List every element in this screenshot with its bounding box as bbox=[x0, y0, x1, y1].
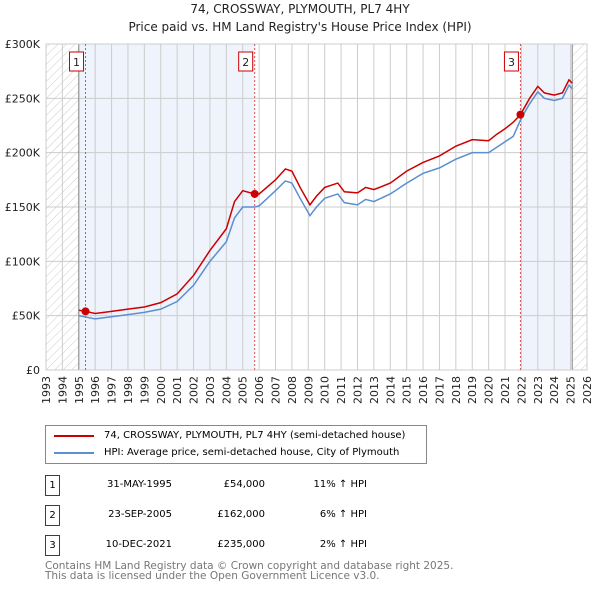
footer-licence: This data is licensed under the Open Gov… bbox=[45, 570, 380, 582]
x-tick-label: 1993 bbox=[40, 376, 53, 404]
sale-hpi-delta: 2% ↑ HPI bbox=[319, 539, 367, 550]
y-tick-label: £0 bbox=[26, 364, 40, 377]
x-tick-label: 2005 bbox=[237, 376, 250, 404]
x-tick-label: 2006 bbox=[253, 376, 266, 404]
x-tick-label: 2012 bbox=[351, 376, 364, 404]
sale-label-box bbox=[69, 51, 85, 72]
hpi-line bbox=[78, 84, 573, 320]
x-tick-label: 1996 bbox=[89, 376, 102, 404]
x-tick-label: 2004 bbox=[220, 376, 233, 404]
x-tick-label: 2017 bbox=[433, 376, 446, 404]
sale-number-badge: 2 bbox=[45, 505, 60, 526]
y-tick-label: £250K bbox=[5, 92, 41, 105]
x-tick-label: 2014 bbox=[384, 376, 397, 404]
x-tick-label: 2011 bbox=[335, 376, 348, 404]
legend: 74, CROSSWAY, PLYMOUTH, PL7 4HY (semi-de… bbox=[45, 425, 427, 464]
x-tick-label: 2023 bbox=[532, 376, 545, 404]
x-tick-label: 2010 bbox=[319, 376, 332, 404]
x-tick-label: 1997 bbox=[106, 376, 119, 404]
legend-swatch-hpi bbox=[54, 451, 94, 454]
chart-subtitle: Price paid vs. HM Land Registry's House … bbox=[128, 20, 472, 34]
x-tick-label: 2026 bbox=[581, 376, 594, 404]
x-tick-label: 2019 bbox=[466, 376, 479, 404]
sale-row: 3 10-DEC-2021 £235,000 2% ↑ HPI bbox=[45, 535, 425, 556]
sale-price: £235,000 bbox=[217, 539, 265, 550]
x-tick-label: 2003 bbox=[204, 376, 217, 404]
x-tick-label: 1999 bbox=[138, 376, 151, 404]
y-tick-label: £100K bbox=[5, 255, 41, 268]
y-tick-label: £200K bbox=[5, 147, 41, 160]
sale-hpi-delta: 11% ↑ HPI bbox=[313, 479, 367, 490]
sale-point bbox=[250, 189, 259, 198]
sale-date: 23-SEP-2005 bbox=[108, 509, 172, 520]
y-tick-label: £300K bbox=[5, 38, 41, 51]
x-tick-label: 2009 bbox=[302, 376, 315, 404]
y-tick-label: £150K bbox=[5, 201, 41, 214]
sale-price: £162,000 bbox=[217, 509, 265, 520]
sale-label-box bbox=[503, 51, 519, 72]
sale-point bbox=[516, 110, 525, 119]
sale-price: £54,000 bbox=[223, 479, 265, 490]
x-tick-label: 2008 bbox=[286, 376, 299, 404]
sale-label-number: 2 bbox=[242, 56, 249, 69]
sale-label-number: 1 bbox=[73, 56, 80, 69]
x-tick-label: 2018 bbox=[450, 376, 463, 404]
x-tick-label: 2015 bbox=[401, 376, 414, 404]
x-tick-label: 1994 bbox=[56, 376, 69, 404]
sale-label-number: 3 bbox=[508, 56, 515, 69]
legend-swatch-property bbox=[54, 434, 94, 437]
sale-point bbox=[81, 307, 90, 316]
sale-number-badge: 3 bbox=[45, 535, 60, 556]
x-tick-label: 2007 bbox=[270, 376, 283, 404]
footer-copyright: Contains HM Land Registry data © Crown c… bbox=[45, 560, 454, 572]
sale-row: 1 31-MAY-1995 £54,000 11% ↑ HPI bbox=[45, 475, 425, 496]
sale-number-badge: 1 bbox=[45, 475, 60, 496]
x-tick-label: 2001 bbox=[171, 376, 184, 404]
sale-date: 10-DEC-2021 bbox=[105, 539, 172, 550]
plot-frame bbox=[45, 43, 588, 371]
x-tick-label: 2002 bbox=[188, 376, 201, 404]
legend-hpi: HPI: Average price, semi-detached house,… bbox=[104, 447, 400, 458]
sale-hpi-delta: 6% ↑ HPI bbox=[319, 509, 367, 520]
chart-title: 74, CROSSWAY, PLYMOUTH, PL7 4HY bbox=[190, 2, 410, 16]
y-tick-label: £50K bbox=[12, 310, 41, 323]
x-tick-label: 2020 bbox=[483, 376, 496, 404]
sale-row: 2 23-SEP-2005 £162,000 6% ↑ HPI bbox=[45, 505, 425, 526]
x-tick-label: 2016 bbox=[417, 376, 430, 404]
x-tick-label: 2022 bbox=[515, 376, 528, 404]
x-tick-label: 1995 bbox=[73, 376, 86, 404]
x-tick-label: 1998 bbox=[122, 376, 135, 404]
x-tick-label: 2000 bbox=[155, 376, 168, 404]
price-chart: 1993 1994 1995 1996 1997 1998 1999 2000 2001 2002… bbox=[5, 38, 594, 404]
x-tick-label: 2024 bbox=[548, 376, 561, 404]
x-tick-label: 2021 bbox=[499, 376, 512, 404]
sale-date: 31-MAY-1995 bbox=[106, 479, 172, 490]
legend-property: 74, CROSSWAY, PLYMOUTH, PL7 4HY (semi-de… bbox=[104, 430, 406, 441]
x-tick-label: 2025 bbox=[565, 376, 578, 404]
x-tick-label: 2013 bbox=[368, 376, 381, 404]
sale-label-box bbox=[238, 51, 254, 72]
